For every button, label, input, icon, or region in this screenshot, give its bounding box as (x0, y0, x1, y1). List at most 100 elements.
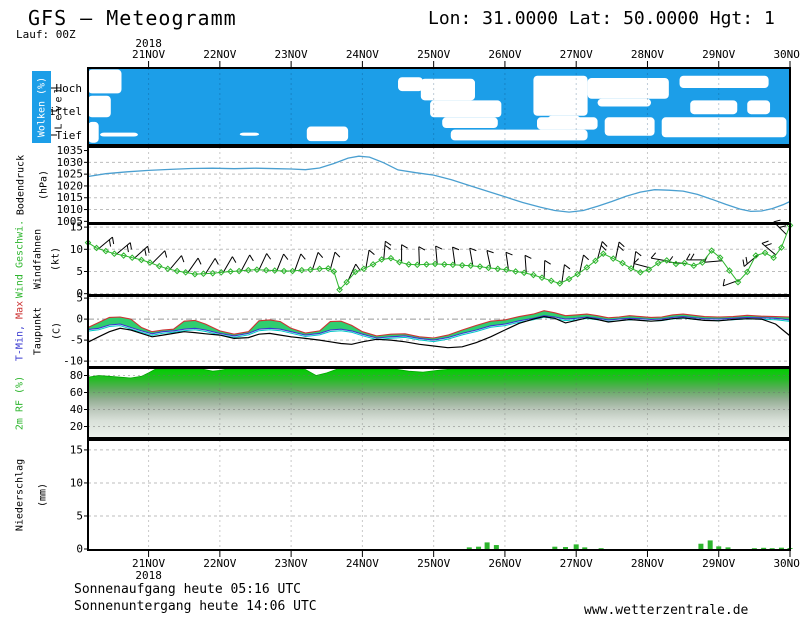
wind-speed-label: Wind Geschwi. (14, 219, 26, 299)
wind-marker (289, 267, 296, 275)
wind-barb-feather (583, 254, 590, 261)
humidity-panel-label: 2m RF (%) (14, 375, 26, 431)
axis-tick-label: 5 (76, 265, 83, 278)
date-label-bottom: 27NOV (560, 557, 593, 570)
wind-unit-label: (kt) (50, 246, 62, 272)
wind-barb (383, 241, 386, 260)
wind-marker (102, 247, 110, 255)
precip-bar (598, 548, 604, 550)
wind-marker (200, 270, 207, 278)
panel-border (87, 67, 791, 146)
wind-barb (276, 253, 285, 271)
wind-marker (770, 254, 777, 262)
wind-barb-feather (633, 258, 639, 264)
clear-sky-patch (661, 117, 787, 138)
wind-marker (93, 244, 100, 252)
axis-tick-label: 40 (70, 403, 83, 416)
precip-bar (552, 546, 558, 550)
temp-band (88, 310, 790, 341)
wind-marker (431, 260, 439, 268)
wind-marker (262, 266, 270, 274)
wind-marker (111, 250, 118, 258)
wind-barb-feather (418, 246, 426, 251)
clear-sky-patch (450, 129, 588, 141)
clear-sky-patch (604, 117, 655, 136)
wind-marker (592, 257, 599, 265)
axis-tick-label: 1030 (57, 156, 84, 169)
clear-sky-patch (442, 117, 498, 129)
wind-barb (597, 241, 603, 260)
wind-barb (205, 258, 216, 274)
axis-tick-label: 1025 (57, 168, 84, 181)
wind-barb-feather (601, 241, 608, 247)
wind-barb-feather (355, 263, 361, 271)
date-label-top: 22NOV (203, 48, 236, 61)
axis-tick-label: 10 (70, 243, 83, 256)
wind-marker (494, 265, 502, 273)
pressure-line (87, 155, 791, 213)
tmax-line (87, 310, 791, 339)
wind-barb (98, 236, 113, 250)
wind-barb-feather (266, 253, 272, 260)
tmin-label: T-Min, (14, 318, 26, 362)
axis-tick-label: 15 (70, 221, 83, 234)
axis-tick-label: 5 (76, 292, 83, 305)
wind-barb-feather (742, 259, 745, 267)
wind-marker (155, 262, 163, 270)
wind-barb-feather (384, 244, 391, 250)
date-label-top: 30NOV (773, 48, 800, 61)
clear-sky-patch (690, 100, 738, 115)
date-label-bottom: 28NOV (631, 557, 664, 570)
date-label-top: 23NOV (275, 48, 308, 61)
date-label-top: 25NOV (417, 48, 450, 61)
wind-barb-feather (650, 252, 657, 259)
clear-sky-patch (239, 132, 260, 136)
wind-marker (227, 268, 234, 275)
wind-marker (663, 257, 671, 264)
humidity-area (87, 368, 791, 439)
sunset-text: Sonnenuntergang heute 14:06 UTC (74, 599, 317, 614)
wind-barb (614, 241, 620, 260)
wind-marker (324, 265, 332, 272)
wind-barb-feather (764, 243, 772, 247)
wind-marker (280, 267, 288, 275)
wind-marker (298, 266, 306, 274)
wind-marker (627, 265, 635, 272)
temp-unit-label: (C) (51, 321, 63, 341)
panel-temp: 5 0 -5 -10 (63, 292, 791, 368)
clouds-level-label: Level (53, 84, 65, 130)
wind-marker (387, 254, 395, 262)
wind-marker (637, 269, 644, 276)
wind-barb-feather (486, 250, 494, 254)
wind-barb-feather (147, 246, 150, 254)
wind-barb (151, 250, 166, 264)
wind-marker (734, 278, 742, 286)
wind-marker (467, 262, 475, 270)
wind-marker (476, 263, 484, 270)
wind-marker (458, 261, 466, 269)
wind-barb-feather (745, 256, 748, 264)
wind-barb-feather (129, 242, 132, 250)
clear-sky-patch (747, 100, 771, 115)
date-label-bottom: 25NOV (417, 557, 450, 570)
precip-panel-label: Niederschlag (14, 458, 26, 532)
wind-barb (452, 247, 456, 265)
wind-marker (619, 259, 626, 267)
date-label-bottom: 23NOV (275, 557, 308, 570)
wind-barb-feather (435, 245, 443, 250)
wind-barb-feather (469, 247, 477, 252)
clear-sky-patch (597, 98, 652, 107)
wind-barb (486, 250, 492, 269)
tmax-label: Max (14, 300, 26, 319)
wind-marker (360, 265, 368, 273)
wind-barb (561, 264, 565, 283)
clear-sky-patch (398, 77, 423, 92)
wind-marker (217, 269, 225, 276)
wind-marker (538, 274, 546, 282)
wind-marker (330, 268, 338, 275)
wind-marker (583, 264, 591, 271)
axis-tick-label: 1015 (57, 191, 84, 204)
wind-marker (520, 269, 528, 277)
clouds-label-box: Wolken (%) (32, 71, 51, 143)
precip-bar (493, 545, 499, 550)
